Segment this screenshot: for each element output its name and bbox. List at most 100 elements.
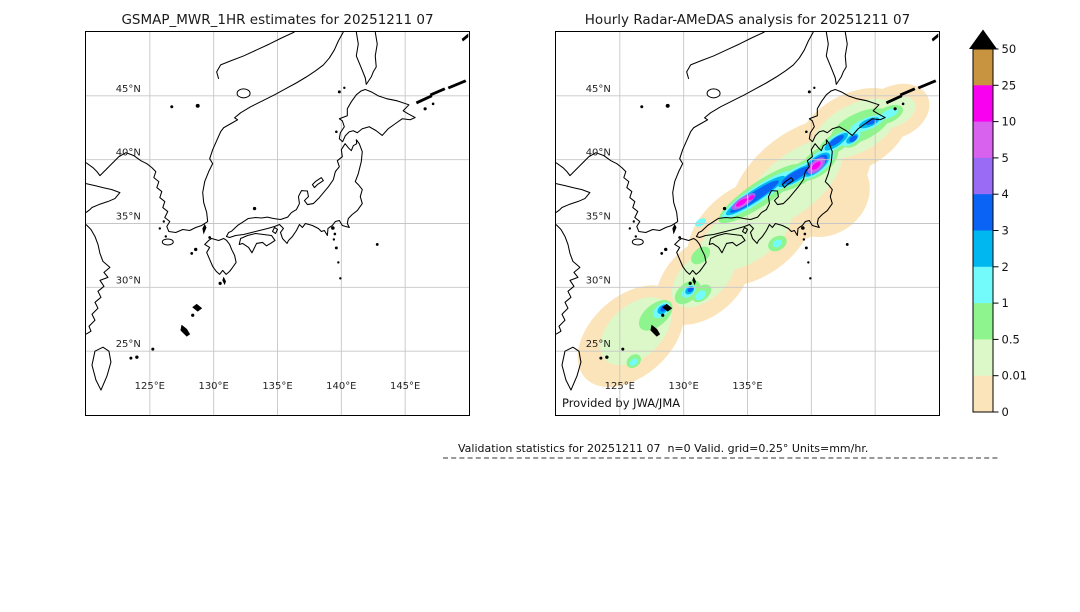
lat-tick-label: 35°N [586, 212, 611, 223]
coastline [86, 224, 111, 335]
island-dot [640, 105, 644, 109]
lon-tick-label: 125°E [605, 381, 635, 392]
coastline [204, 237, 237, 275]
precip-blob [748, 195, 755, 200]
island-dot [599, 356, 603, 360]
validation-caption: Validation statistics for 20251211 07 n=… [458, 442, 869, 455]
island-dot [634, 235, 637, 238]
island-dot [162, 220, 165, 223]
island-dot [158, 227, 162, 230]
island-dot [664, 247, 668, 252]
colorbar-tick-label: 1 [1002, 296, 1009, 310]
precip-blob [865, 118, 877, 125]
colorbar-segment [973, 194, 993, 231]
colorbar-tick-label: 4 [1002, 187, 1009, 201]
gsmap-panel-title: GSMAP_MWR_1HR estimates for 20251211 07 [121, 12, 434, 28]
colorbar-tick-label: 0.5 [1002, 332, 1020, 346]
lake-island-outline [631, 238, 644, 246]
colorbar-segment [973, 85, 993, 122]
colorbar-tick-label: 0 [1002, 405, 1009, 419]
lat-tick-label: 45°N [116, 84, 141, 95]
island-dot [678, 236, 682, 239]
island-dot [660, 252, 664, 255]
island-shape [692, 276, 696, 286]
coastline [825, 32, 848, 85]
lon-tick-label: 145°E [390, 381, 420, 392]
coastline [781, 177, 794, 189]
island-shape [415, 94, 433, 105]
island-dot [331, 226, 335, 230]
colorbar-segment [973, 339, 993, 377]
lon-tick-label: 130°E [199, 381, 229, 392]
island-dot [333, 232, 337, 236]
island-dot [170, 105, 174, 109]
lon-tick-label: 125°E [135, 381, 165, 392]
colorbar: 50 25 10 5 4 3 2 1 0.5 0.01 0 [969, 29, 1027, 419]
precip-blob [695, 218, 707, 227]
island-dot [337, 90, 341, 94]
lon-tick-label: 135°E [732, 381, 762, 392]
precip-blob [849, 135, 858, 143]
coastline [86, 32, 344, 234]
island-shape [202, 223, 207, 235]
radar-map: 45°N 40°N 35°N 30°N 25°N 125°E 130°E 135°E Provi… [556, 32, 939, 415]
radar-map-panel: 45°N 40°N 35°N 30°N 25°N 125°E 130°E 135°E Provi… [555, 31, 940, 416]
island-dot [901, 102, 905, 106]
island-shape [931, 33, 939, 42]
island-dot [218, 281, 222, 285]
island-shape [461, 33, 469, 42]
island-dot [191, 313, 195, 317]
island-dot [164, 235, 167, 238]
island-dot [343, 86, 346, 90]
coastline [238, 232, 276, 254]
island-dot [208, 236, 212, 239]
lat-tick-label: 45°N [586, 84, 611, 95]
island-shape [180, 324, 191, 337]
coastline [674, 237, 707, 275]
precip-blob [687, 286, 694, 293]
gsmap-map-panel: 45°N 40°N 35°N 30°N 25°N 125°E 130°E 135°E 140°E… [85, 31, 470, 416]
colorbar-segment [973, 157, 993, 195]
precip-blob [879, 108, 899, 120]
coastline [271, 226, 279, 234]
island-dot [722, 206, 727, 211]
island-dot [339, 277, 342, 280]
lat-tick-label: 25°N [116, 339, 141, 350]
precip-blob [772, 239, 783, 248]
lon-tick-label: 140°E [326, 381, 356, 392]
lat-tick-label: 25°N [586, 339, 611, 350]
coastline [556, 183, 591, 213]
precip-blob [629, 358, 638, 366]
island-dot [802, 238, 806, 241]
lake-island-outline [161, 238, 174, 246]
lat-tick-label: 35°N [116, 212, 141, 223]
colorbar-segment [973, 121, 993, 159]
island-dot [803, 232, 807, 236]
colorbar-tick-label: 10 [1002, 115, 1017, 129]
island-dot [431, 102, 435, 106]
coastline [686, 32, 765, 80]
island-dot [190, 252, 194, 255]
coastline [225, 139, 363, 244]
coastline [708, 232, 746, 254]
island-dot [845, 243, 849, 246]
coastline [338, 88, 416, 143]
colorbar-segment [973, 266, 993, 304]
provided-by-label: Provided by JWA/JMA [562, 396, 680, 410]
colorbar-overflow-arrow [969, 29, 997, 49]
island-dot [605, 355, 609, 359]
colorbar-segment [973, 303, 993, 340]
coastline [741, 226, 749, 234]
lake-island-outline [706, 88, 721, 99]
island-dot [661, 313, 665, 317]
lat-tick-label: 40°N [586, 148, 611, 159]
colorbar-tick-label: 25 [1002, 78, 1017, 92]
colorbar-segment [973, 230, 993, 268]
island-dot [423, 107, 427, 111]
coastline [311, 177, 324, 189]
lat-tick-label: 30°N [586, 275, 611, 286]
island-dot [375, 243, 379, 246]
precip-blob [695, 290, 706, 301]
island-dot [332, 238, 336, 241]
